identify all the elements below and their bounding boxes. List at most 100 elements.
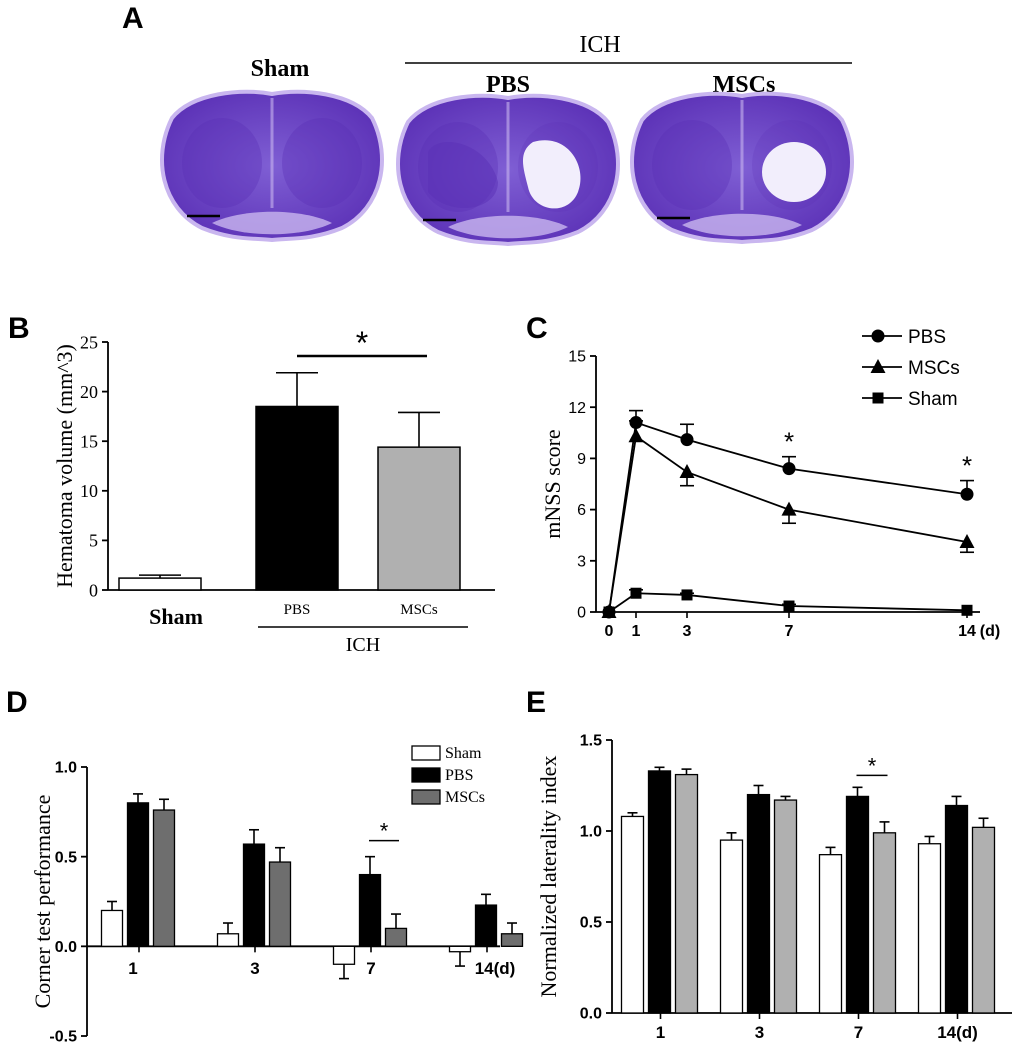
bar-sham: [620, 815, 645, 1014]
panel-a-label-pbs: PBS: [486, 72, 530, 98]
panel-a-label-sham: Sham: [251, 56, 310, 82]
significance-star: *: [356, 325, 368, 361]
legend-label: MSCs: [445, 789, 485, 806]
bar-mscs: [773, 799, 798, 1014]
significance-star: *: [868, 753, 877, 778]
x-tick-label: 1: [128, 959, 137, 978]
panel-e-letter: E: [526, 686, 546, 719]
data-point: [681, 589, 693, 601]
significance-star: *: [380, 819, 389, 844]
bar-mscs: [377, 446, 461, 591]
bar-pbs: [255, 405, 339, 591]
bar-sham: [216, 933, 240, 947]
y-tick-label: 9: [577, 451, 586, 468]
x-tick-label: 14(d): [937, 1023, 978, 1042]
y-tick-label: 0.0: [580, 1006, 602, 1023]
bar-sham: [719, 839, 744, 1014]
y-tick-label: 15: [80, 432, 98, 452]
data-point: [630, 587, 642, 599]
bar-pbs: [126, 802, 150, 947]
data-point: [628, 428, 644, 443]
legend-swatch: [411, 789, 441, 805]
series-sham: Sham: [603, 389, 973, 618]
legend-marker: [872, 392, 884, 404]
data-point: [680, 433, 694, 447]
bar-pbs: [845, 795, 870, 1014]
data-point: [603, 606, 615, 618]
bar-mscs: [268, 861, 292, 947]
y-tick-label: 0: [89, 580, 98, 600]
bar-pbs: [358, 873, 382, 947]
panel-c: C 0 3 6 9 12 15 mNSS score 0 1 3 7 14 (d) PBS MSCs Sham *…: [526, 312, 1000, 640]
y-tick-label: 0.5: [55, 849, 77, 866]
data-point: [782, 462, 796, 476]
bar-mscs: [971, 826, 996, 1014]
x-tick-label: 3: [250, 959, 259, 978]
legend-swatch: [411, 745, 441, 761]
bar-sham: [818, 854, 843, 1014]
y-tick-label: 0: [577, 605, 586, 622]
y-tick-label: 0.0: [55, 939, 77, 956]
bar-mscs: [674, 773, 699, 1014]
y-tick-label: 0.5: [580, 915, 602, 932]
significance-star: *: [962, 451, 972, 481]
brain-striatum-right: [282, 118, 362, 208]
bar-pbs: [474, 904, 498, 947]
hematoma-lesion: [762, 142, 826, 202]
hematoma-lesion: [523, 140, 581, 209]
y-tick-label: 20: [80, 382, 98, 402]
bar-pbs: [242, 843, 266, 947]
bar-pbs: [746, 793, 771, 1014]
legend-label: PBS: [908, 327, 946, 348]
x-tick-label: 3: [755, 1023, 764, 1042]
legend-label: PBS: [445, 767, 473, 784]
panel-a: A ICH Sham PBS MSCs: [122, 2, 854, 247]
legend-marker: [870, 359, 886, 373]
y-tick-label: 6: [577, 502, 586, 519]
panel-e: E 0.0 0.5 1.0 1.5 Normalized laterality index…: [526, 686, 1012, 1042]
brain-section: [396, 93, 620, 247]
brain-sections: [160, 89, 854, 247]
bar-mscs: [384, 927, 408, 947]
y-tick-label: 5: [89, 531, 98, 551]
legend-marker: [871, 329, 885, 343]
brain-ventral-area: [212, 211, 332, 235]
y-tick-label: 3: [577, 553, 586, 570]
x-tick-label-pbs: PBS: [284, 602, 311, 618]
brain-section: [160, 89, 384, 243]
bar-pbs: [944, 804, 969, 1014]
panel-c-letter: C: [526, 312, 548, 345]
y-axis-title: Corner test performance: [30, 795, 55, 1009]
series-mscs: MSCs: [601, 358, 975, 618]
bar-mscs: [500, 933, 524, 947]
x-tick-label: 3: [683, 623, 692, 640]
bar-sham: [332, 945, 356, 965]
data-point: [961, 604, 973, 616]
x-tick-label: 1: [656, 1023, 665, 1042]
data-point: [959, 534, 975, 549]
data-point: [783, 600, 795, 612]
x-unit-label: (d): [980, 623, 1000, 640]
brain-striatum-left: [182, 118, 262, 208]
y-tick-label: 1.0: [580, 824, 602, 841]
x-tick-label: 7: [854, 1023, 863, 1042]
panel-b-letter: B: [8, 312, 30, 345]
significance-star: *: [784, 427, 794, 457]
panel-a-ich-label: ICH: [579, 32, 620, 58]
bar-sham: [448, 945, 472, 953]
data-point: [679, 464, 695, 479]
x-tick-label: 1: [632, 623, 641, 640]
bar-sham: [100, 909, 124, 947]
x-tick-label: 14(d): [475, 959, 516, 978]
y-tick-label: 10: [80, 481, 98, 501]
x-tick-label: 7: [785, 623, 794, 640]
y-tick-label: 25: [80, 332, 98, 352]
data-point: [960, 487, 974, 501]
brain-ventral-area: [448, 215, 568, 239]
y-tick-label: 15: [568, 349, 586, 366]
bar-mscs: [872, 832, 897, 1014]
x-tick-label: 14: [958, 623, 976, 640]
brain-striatum-left: [652, 120, 732, 210]
